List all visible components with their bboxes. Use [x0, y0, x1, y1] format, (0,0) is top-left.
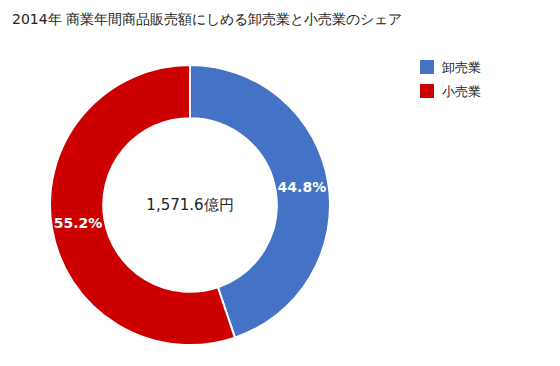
chart-container: 2014年 商業年間商品販売額にしめる卸売業と小売業のシェア 44.8% 55.2%…: [0, 0, 560, 366]
title: 2014年 商業年間商品販売額にしめる卸売業と小売業のシェア: [12, 11, 402, 27]
legend-swatch: [420, 60, 434, 74]
chart-svg: 2014年 商業年間商品販売額にしめる卸売業と小売業のシェア 44.8% 55.2%…: [0, 0, 560, 366]
data-label: 44.8%: [278, 179, 327, 195]
legend-label: 卸売業: [442, 60, 481, 75]
legend-label: 小売業: [442, 84, 481, 99]
data-label: 55.2%: [54, 215, 103, 231]
legend-swatch: [420, 84, 434, 98]
legend: 卸売業小売業: [420, 60, 481, 99]
slices: [50, 65, 330, 345]
slice: [50, 65, 235, 345]
center-text: 1,571.6億円: [146, 196, 233, 214]
slice-labels: 44.8% 55.2%: [54, 179, 326, 232]
